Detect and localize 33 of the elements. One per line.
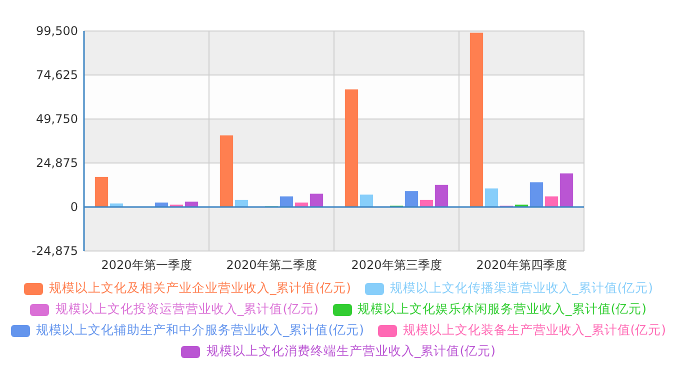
bar xyxy=(530,182,544,207)
y-tick-label: 99,500 xyxy=(36,24,78,38)
legend-label: 规模以上文化装备生产营业收入_累计值(亿元) xyxy=(403,322,666,339)
y-tick-label: 74,625 xyxy=(36,68,78,82)
bar xyxy=(94,176,108,207)
legend-label: 规模以上文化辅助生产和中介服务营业收入_累计值(亿元) xyxy=(36,322,364,339)
x-tick-label: 2020年第二季度 xyxy=(226,258,317,272)
bar xyxy=(434,184,448,207)
y-tick-label: 24,875 xyxy=(36,156,78,170)
bar xyxy=(184,202,198,207)
y-tick-label: 0 xyxy=(70,200,78,214)
legend-label: 规模以上文化及相关产业企业营业收入_累计值(亿元) xyxy=(48,280,351,297)
bar xyxy=(220,135,234,207)
bar xyxy=(360,194,374,207)
bar xyxy=(310,194,324,207)
y-tick-label: -24,875 xyxy=(32,244,78,258)
bar xyxy=(420,200,434,207)
bar xyxy=(484,188,498,207)
bar xyxy=(344,89,358,207)
bar xyxy=(544,196,558,207)
bar xyxy=(234,200,248,207)
bar xyxy=(470,32,484,207)
legend-label: 规模以上文化传播渠道营业收入_累计值(亿元) xyxy=(390,280,654,297)
x-tick-label: 2020年第一季度 xyxy=(101,258,192,272)
y-tick-label: 49,750 xyxy=(36,112,78,126)
legend-label: 规模以上文化投资运营营业收入_累计值(亿元) xyxy=(55,301,318,318)
x-tick-label: 2020年第三季度 xyxy=(351,258,442,272)
x-tick-label: 2020年第四季度 xyxy=(476,258,567,272)
bar xyxy=(560,173,574,207)
legend-label: 规模以上文化消费终端生产营业收入_累计值(亿元) xyxy=(206,343,496,360)
legend-label: 规模以上文化娱乐休闲服务营业收入_累计值(亿元) xyxy=(358,301,647,318)
bar xyxy=(280,196,294,207)
bar xyxy=(404,191,418,207)
